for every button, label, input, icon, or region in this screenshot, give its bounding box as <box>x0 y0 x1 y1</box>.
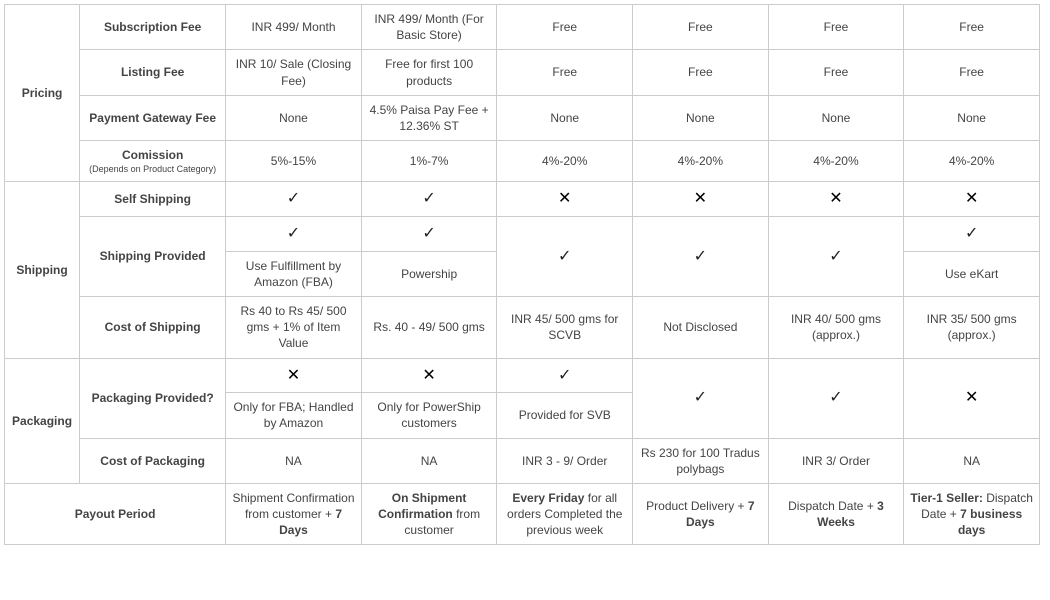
cross-icon: ✕ <box>226 358 362 393</box>
label-listing-fee: Listing Fee <box>80 50 226 95</box>
cell: INR 499/ Month (For Basic Store) <box>361 5 497 50</box>
cell: NA <box>361 438 497 483</box>
cell: None <box>904 95 1040 140</box>
label-packaging-provided: Packaging Provided? <box>80 358 226 438</box>
check-icon: ✓ <box>904 217 1040 252</box>
cell-payout-5: Dispatch Date + 3 Weeks <box>768 483 904 545</box>
cell: None <box>633 95 769 140</box>
comparison-table: Pricing Subscription Fee INR 499/ Month … <box>4 4 1040 545</box>
cell: INR 40/ 500 gms (approx.) <box>768 297 904 359</box>
cell: Free for first 100 products <box>361 50 497 95</box>
label-commission-text: Comission <box>122 148 183 162</box>
cell-payout-1: Shipment Confirmation from customer + 7 … <box>226 483 362 545</box>
cell: Free <box>768 5 904 50</box>
cell: NA <box>226 438 362 483</box>
text: Product Delivery + <box>646 499 748 513</box>
cell: Provided for SVB <box>497 393 633 438</box>
cell: INR 3/ Order <box>768 438 904 483</box>
cell: Free <box>904 5 1040 50</box>
label-commission: Comission (Depends on Product Category) <box>80 141 226 182</box>
check-icon: ✓ <box>226 217 362 252</box>
group-shipping: Shipping <box>5 182 80 358</box>
text-bold: 7 business days <box>958 507 1022 537</box>
cross-icon: ✕ <box>904 358 1040 438</box>
row-cost-of-shipping: Cost of Shipping Rs 40 to Rs 45/ 500 gms… <box>5 297 1040 359</box>
cell: Free <box>768 50 904 95</box>
cell: Use eKart <box>904 251 1040 296</box>
check-icon: ✓ <box>497 217 633 297</box>
cross-icon: ✕ <box>633 182 769 217</box>
cell: Not Disclosed <box>633 297 769 359</box>
cross-icon: ✕ <box>904 182 1040 217</box>
cell: Free <box>633 50 769 95</box>
cell: Powership <box>361 251 497 296</box>
cell-payout-4: Product Delivery + 7 Days <box>633 483 769 545</box>
cell: Only for PowerShip customers <box>361 393 497 438</box>
cell: Use Fulfillment by Amazon (FBA) <box>226 251 362 296</box>
cell-payout-2: On Shipment Confirmation from customer <box>361 483 497 545</box>
row-payment-gateway-fee: Payment Gateway Fee None 4.5% Paisa Pay … <box>5 95 1040 140</box>
cell: 1%-7% <box>361 141 497 182</box>
cell: Rs 40 to Rs 45/ 500 gms + 1% of Item Val… <box>226 297 362 359</box>
check-icon: ✓ <box>497 358 633 393</box>
check-icon: ✓ <box>768 217 904 297</box>
cell: INR 3 - 9/ Order <box>497 438 633 483</box>
label-commission-sub: (Depends on Product Category) <box>84 163 221 175</box>
check-icon: ✓ <box>361 182 497 217</box>
cell: Free <box>497 5 633 50</box>
row-payout-period: Payout Period Shipment Confirmation from… <box>5 483 1040 545</box>
cell: Rs 230 for 100 Tradus polybags <box>633 438 769 483</box>
cell: INR 10/ Sale (Closing Fee) <box>226 50 362 95</box>
cell: 4%-20% <box>768 141 904 182</box>
cell: INR 499/ Month <box>226 5 362 50</box>
label-subscription-fee: Subscription Fee <box>80 5 226 50</box>
cell: Free <box>633 5 769 50</box>
cell: Only for FBA; Handled by Amazon <box>226 393 362 438</box>
check-icon: ✓ <box>768 358 904 438</box>
row-packaging-provided-top: Packaging Packaging Provided? ✕ ✕ ✓ ✓ ✓ … <box>5 358 1040 393</box>
row-self-shipping: Shipping Self Shipping ✓ ✓ ✕ ✕ ✕ ✕ <box>5 182 1040 217</box>
text-bold: Every Friday <box>512 491 584 505</box>
label-cost-of-packaging: Cost of Packaging <box>80 438 226 483</box>
cell: NA <box>904 438 1040 483</box>
cross-icon: ✕ <box>497 182 633 217</box>
cell: None <box>226 95 362 140</box>
group-packaging: Packaging <box>5 358 80 483</box>
row-cost-of-packaging: Cost of Packaging NA NA INR 3 - 9/ Order… <box>5 438 1040 483</box>
cross-icon: ✕ <box>768 182 904 217</box>
label-cost-of-shipping: Cost of Shipping <box>80 297 226 359</box>
check-icon: ✓ <box>361 217 497 252</box>
label-payment-gateway-fee: Payment Gateway Fee <box>80 95 226 140</box>
text: Dispatch Date + <box>788 499 877 513</box>
cell: INR 45/ 500 gms for SCVB <box>497 297 633 359</box>
cell-payout-3: Every Friday for all orders Completed th… <box>497 483 633 545</box>
cell: Free <box>497 50 633 95</box>
cell: 4.5% Paisa Pay Fee + 12.36% ST <box>361 95 497 140</box>
row-commission: Comission (Depends on Product Category) … <box>5 141 1040 182</box>
row-listing-fee: Listing Fee INR 10/ Sale (Closing Fee) F… <box>5 50 1040 95</box>
cell: 5%-15% <box>226 141 362 182</box>
cell-payout-6: Tier-1 Seller: Dispatch Date + 7 busines… <box>904 483 1040 545</box>
label-self-shipping: Self Shipping <box>80 182 226 217</box>
cell: Free <box>904 50 1040 95</box>
cell: INR 35/ 500 gms (approx.) <box>904 297 1040 359</box>
label-payout-period: Payout Period <box>5 483 226 545</box>
cell: 4%-20% <box>633 141 769 182</box>
row-subscription-fee: Pricing Subscription Fee INR 499/ Month … <box>5 5 1040 50</box>
cell: 4%-20% <box>904 141 1040 182</box>
text-bold: Tier-1 Seller: <box>910 491 982 505</box>
cell: None <box>768 95 904 140</box>
group-pricing: Pricing <box>5 5 80 182</box>
cell: 4%-20% <box>497 141 633 182</box>
row-shipping-provided-top: Shipping Provided ✓ ✓ ✓ ✓ ✓ ✓ <box>5 217 1040 252</box>
check-icon: ✓ <box>226 182 362 217</box>
check-icon: ✓ <box>633 217 769 297</box>
label-shipping-provided: Shipping Provided <box>80 217 226 297</box>
cell: None <box>497 95 633 140</box>
check-icon: ✓ <box>633 358 769 438</box>
cross-icon: ✕ <box>361 358 497 393</box>
cell: Rs. 40 - 49/ 500 gms <box>361 297 497 359</box>
